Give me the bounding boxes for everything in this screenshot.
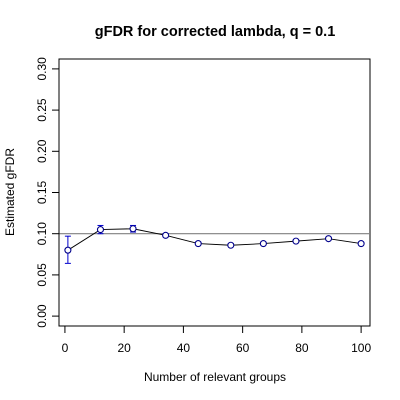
series-layer bbox=[64, 224, 365, 264]
x-tick-label: 40 bbox=[177, 341, 191, 355]
x-tick-label: 80 bbox=[295, 341, 309, 355]
data-point bbox=[357, 240, 365, 248]
data-point bbox=[227, 241, 235, 249]
data-point bbox=[292, 237, 300, 245]
x-tick-label: 100 bbox=[351, 341, 371, 355]
y-tick-label: 0.20 bbox=[35, 139, 49, 163]
series-line bbox=[67, 228, 362, 251]
data-point bbox=[324, 235, 333, 243]
data-point bbox=[129, 225, 137, 233]
y-tick-label: 0.00 bbox=[35, 304, 49, 328]
data-point bbox=[162, 231, 170, 239]
y-tick-label: 0.05 bbox=[35, 263, 49, 287]
y-tick-label: 0.25 bbox=[35, 98, 49, 122]
chart-title: gFDR for corrected lambda, q = 0.1 bbox=[95, 24, 336, 40]
plot-frame bbox=[58, 58, 371, 327]
x-tick-label: 0 bbox=[62, 341, 69, 355]
x-axis-label: Number of relevant groups bbox=[144, 370, 286, 384]
y-tick-label: 0.15 bbox=[35, 180, 49, 204]
y-tick-label: 0.10 bbox=[35, 222, 49, 246]
data-point bbox=[64, 246, 72, 254]
data-point bbox=[259, 240, 267, 248]
data-point bbox=[194, 240, 202, 248]
y-tick-label: 0.30 bbox=[35, 57, 49, 81]
x-tick-label: 60 bbox=[236, 341, 250, 355]
x-tick-label: 20 bbox=[117, 341, 131, 355]
y-axis-label: Estimated gFDR bbox=[3, 148, 17, 236]
y-axis: 0.00 0.05 0.10 0.15 0.20 0.25 0.30 bbox=[35, 57, 60, 328]
data-point bbox=[96, 226, 105, 234]
x-axis: 0 20 40 60 80 100 bbox=[62, 325, 371, 355]
